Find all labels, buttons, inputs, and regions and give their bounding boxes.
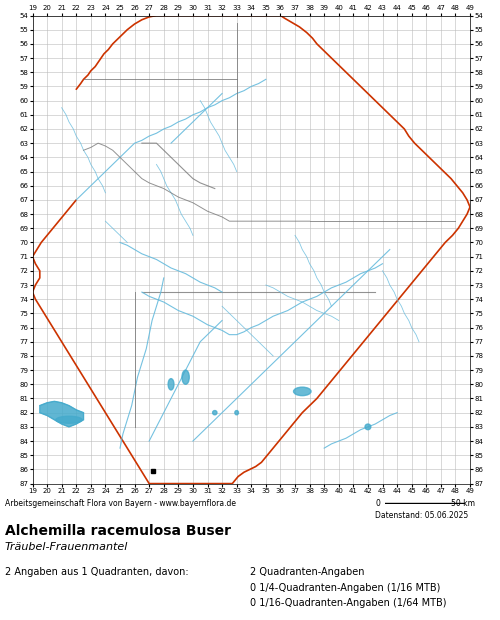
Text: Träubel-Frauenmantel: Träubel-Frauenmantel [5,542,128,552]
Text: Alchemilla racemulosa Buser: Alchemilla racemulosa Buser [5,524,231,538]
Text: 0 1/16-Quadranten-Angaben (1/64 MTB): 0 1/16-Quadranten-Angaben (1/64 MTB) [250,598,446,608]
Ellipse shape [168,379,174,390]
Text: 0: 0 [375,499,380,508]
Text: Arbeitsgemeinschaft Flora von Bayern - www.bayernflora.de: Arbeitsgemeinschaft Flora von Bayern - w… [5,499,236,508]
Polygon shape [40,401,84,427]
Ellipse shape [294,387,311,396]
Text: 2 Quadranten-Angaben: 2 Quadranten-Angaben [250,567,364,577]
Ellipse shape [182,370,190,384]
Ellipse shape [56,416,82,423]
Text: Datenstand: 05.06.2025: Datenstand: 05.06.2025 [375,512,468,521]
Text: 0 1/4-Quadranten-Angaben (1/16 MTB): 0 1/4-Quadranten-Angaben (1/16 MTB) [250,583,440,593]
Text: 2 Angaben aus 1 Quadranten, davon:: 2 Angaben aus 1 Quadranten, davon: [5,567,188,577]
Ellipse shape [235,410,238,415]
Ellipse shape [212,410,217,415]
Text: 50 km: 50 km [451,499,475,508]
Ellipse shape [365,424,371,430]
